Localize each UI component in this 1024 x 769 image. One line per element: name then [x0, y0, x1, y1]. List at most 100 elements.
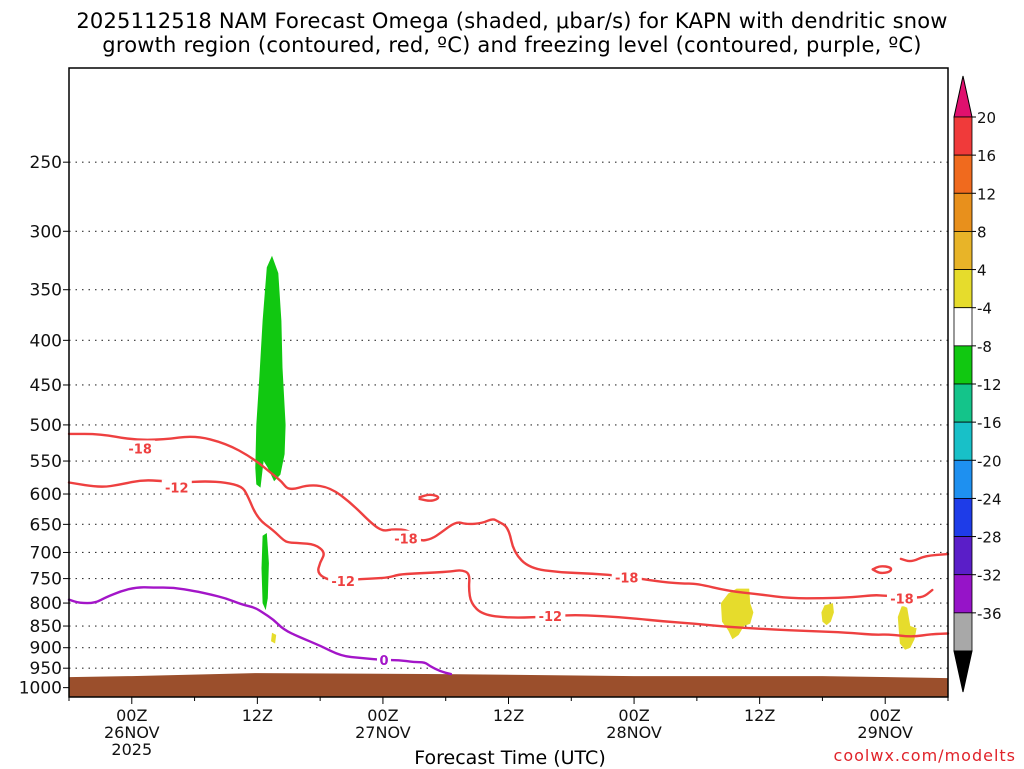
x-tick-sublabel-0-1: 2025	[111, 740, 152, 759]
contour-label-bg-2	[390, 530, 421, 547]
contour-label-bg-5	[535, 608, 566, 625]
omega-region-3	[720, 588, 754, 640]
colorbar-max-arrow	[953, 75, 973, 118]
x-tick-sublabel-2-0: 27NOV	[355, 723, 411, 742]
contour-label-1: -12	[165, 482, 189, 497]
x-tick-label-6: 00Z	[870, 706, 901, 725]
y-tick-label-600: 600	[30, 485, 62, 505]
colorbar-swatch-1	[953, 154, 973, 194]
omega-region-5	[897, 605, 917, 650]
colorbar-label-0: 20	[977, 109, 996, 127]
colorbar-label-13: -36	[977, 605, 1002, 623]
x-tick-label-3: 12Z	[493, 706, 524, 725]
temperature-contours	[67, 432, 950, 676]
colorbar-label-6: -8	[977, 338, 992, 356]
x-tick-sublabel-0-0: 26NOV	[104, 723, 160, 742]
y-tick-label-650: 650	[30, 515, 62, 535]
y-tick-label-1000: 1000	[19, 679, 62, 699]
contour-label-bg-0	[125, 440, 156, 457]
contour-label-3: -12	[331, 575, 355, 590]
x-tick-label-5: 12Z	[744, 706, 775, 725]
site-credit: coolwx.com/modelts	[833, 746, 1016, 765]
omega-colorbar: 20 16 12 8 4 -4 -8 -12 -16 -20 -24 -28 -32 -36	[953, 75, 1002, 693]
omega-region-0	[255, 255, 286, 488]
omega-region-4	[821, 603, 834, 626]
x-tick-label-2: 00Z	[367, 706, 398, 725]
colorbar-swatch-2	[953, 192, 973, 232]
colorbar-swatch-4	[953, 269, 973, 309]
colorbar-swatch-12	[953, 574, 973, 614]
contour-label-bg-6	[886, 590, 917, 607]
contour-label-bg-3	[328, 573, 359, 590]
y-tick-label-450: 450	[30, 376, 62, 396]
colorbar-label-8: -16	[977, 414, 1002, 432]
y-tick-label-900: 900	[30, 639, 62, 659]
contour-label-bg-4	[611, 569, 642, 586]
y-tick-label-550: 550	[30, 452, 62, 472]
ground-surface	[69, 673, 948, 697]
colorbar-swatch-13	[953, 612, 973, 652]
colorbar-label-9: -20	[977, 452, 1002, 470]
contour-labels: -18 -12 -18 -12 -18 -12 -18 0	[125, 440, 917, 669]
colorbar-swatch-6	[953, 345, 973, 385]
x-tick-label-4: 00Z	[618, 706, 649, 725]
dendritic-contour-2	[899, 552, 950, 563]
contour-label-0: -18	[128, 442, 152, 457]
y-tick-label-700: 700	[30, 543, 62, 563]
colorbar-swatch-7	[953, 383, 973, 423]
chart-title-line-1: 2025112518 NAM Forecast Omega (shaded, μ…	[76, 9, 948, 33]
y-tick-label-350: 350	[30, 281, 62, 301]
colorbar-swatch-8	[953, 421, 973, 461]
colorbar-label-10: -24	[977, 490, 1002, 508]
x-tick-sublabel-4-0: 28NOV	[606, 723, 662, 742]
dendritic-contour-0	[67, 432, 934, 600]
freezing-level-contour-5	[67, 586, 453, 676]
plot-frame	[68, 67, 949, 698]
y-tick-label-300: 300	[30, 222, 62, 242]
ground-fill	[69, 673, 948, 697]
y-tick-label-400: 400	[30, 331, 62, 351]
colorbar-swatch-10	[953, 498, 973, 537]
contour-label-bg-1	[161, 479, 192, 496]
contour-label-2: -18	[394, 533, 418, 548]
omega-region-1	[261, 533, 269, 611]
colorbar-label-1: 16	[977, 147, 996, 165]
colorbar-swatch-3	[953, 231, 973, 270]
colorbar-label-3: 8	[977, 223, 987, 241]
y-tick-label-500: 500	[30, 416, 62, 436]
colorbar-label-5: -4	[977, 300, 992, 318]
chart-title-line-2: growth region (contoured, red, ºC) and f…	[102, 33, 922, 57]
pressure-axis: 2503003504004505005506006507007508008509…	[19, 153, 69, 699]
contour-label-bg-7	[376, 652, 391, 669]
y-tick-label-800: 800	[30, 594, 62, 614]
colorbar-label-4: 4	[977, 262, 987, 280]
contour-label-7: 0	[379, 654, 388, 669]
contour-label-5: -12	[539, 610, 563, 625]
x-tick-label-1: 12Z	[242, 706, 273, 725]
y-tick-label-950: 950	[30, 659, 62, 679]
dendritic-contour-1	[871, 565, 893, 575]
colorbar-swatch-0	[953, 116, 973, 156]
colorbar-label-11: -28	[977, 529, 1002, 547]
omega-region-2	[271, 632, 277, 644]
colorbar-label-12: -32	[977, 567, 1002, 585]
contour-label-6: -18	[890, 592, 914, 607]
plot-border	[68, 67, 949, 698]
omega-shading	[255, 255, 917, 650]
dendritic-contour-3	[418, 493, 440, 502]
colorbar-swatch-11	[953, 536, 973, 576]
contour-label-4: -18	[615, 572, 639, 587]
colorbar-min-arrow	[953, 650, 973, 693]
y-tick-label-850: 850	[30, 617, 62, 637]
colorbar-swatch-9	[953, 459, 973, 499]
colorbar-label-7: -12	[977, 376, 1002, 394]
y-tick-label-750: 750	[30, 570, 62, 590]
colorbar-swatch-5	[953, 307, 973, 347]
colorbar-label-2: 12	[977, 185, 996, 203]
dendritic-contour-4	[67, 479, 950, 638]
x-axis-label: Forecast Time (UTC)	[414, 747, 606, 769]
x-tick-sublabel-6-0: 29NOV	[857, 723, 913, 742]
y-tick-label-250: 250	[30, 153, 62, 173]
